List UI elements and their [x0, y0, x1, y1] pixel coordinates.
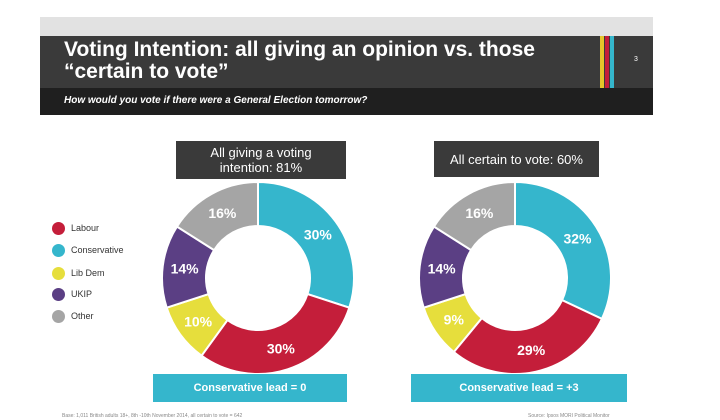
slice-label-labour: 30%: [267, 340, 296, 356]
slice-label-labour: 29%: [517, 342, 546, 358]
legend-swatch: [52, 222, 65, 235]
slice-label-other: 16%: [465, 205, 494, 221]
legend-swatch: [52, 267, 65, 280]
legend-label: UKIP: [71, 289, 93, 299]
legend-label: Lib Dem: [71, 268, 105, 278]
slice-labour: [200, 292, 351, 375]
footer-source: Source: Ipsos MORI Political Monitor: [528, 413, 610, 419]
slice-conservative: [514, 180, 612, 321]
slice-conservative: [257, 180, 355, 309]
slide-subtitle: How would you vote if there were a Gener…: [64, 95, 368, 106]
slice-label-lib-dem: 9%: [444, 312, 465, 328]
donut-chart-all-giving: 30% 30% 10% 14% 16%: [161, 180, 355, 375]
lead-box-certain: Conservative lead = +3: [411, 374, 627, 402]
legend-swatch: [52, 310, 65, 323]
slice-label-conservative: 30%: [304, 227, 333, 243]
slice-other: [432, 180, 516, 252]
brand-stripe: [605, 36, 609, 88]
brand-stripe: [600, 36, 604, 88]
chart-title-line-1: All giving a voting: [210, 145, 312, 160]
brand-stripes: [600, 36, 618, 88]
chart-title-line-1: All certain to vote: 60%: [450, 151, 583, 167]
slice-label-other: 16%: [208, 205, 237, 221]
chart-title-certain: All certain to vote: 60%: [434, 141, 599, 177]
title-line-2: “certain to vote”: [64, 60, 229, 83]
legend-label: Labour: [71, 223, 100, 233]
donut-chart-certain: 32% 29% 9% 14% 16%: [418, 180, 612, 375]
subtitle-bar: [40, 88, 653, 115]
title-line-1: Voting Intention: all giving an opinion …: [64, 38, 535, 61]
slice-other: [175, 180, 259, 252]
page-number: 3: [634, 56, 638, 63]
slide-title: Voting Intention: all giving an opinion …: [64, 39, 594, 83]
chart-title-all-giving: All giving a voting intention: 81%: [176, 141, 346, 179]
legend-label: Conservative: [71, 245, 124, 255]
slice-label-ukip: 14%: [428, 261, 457, 277]
slice-labour: [452, 298, 604, 375]
slice-label-conservative: 32%: [563, 230, 592, 246]
footer-base: Base: 1,011 British adults 18+, 8th -10t…: [62, 413, 243, 419]
lead-box-all-giving: Conservative lead = 0: [153, 374, 347, 402]
brand-stripe: [610, 36, 614, 88]
legend-swatch: [52, 288, 65, 301]
legend-label: Other: [71, 311, 94, 321]
chart-title-line-2: intention: 81%: [219, 160, 303, 175]
legend-swatch: [52, 244, 65, 257]
slice-label-ukip: 14%: [171, 261, 200, 277]
slice-label-lib-dem: 10%: [184, 313, 213, 329]
top-bar: [40, 17, 653, 36]
